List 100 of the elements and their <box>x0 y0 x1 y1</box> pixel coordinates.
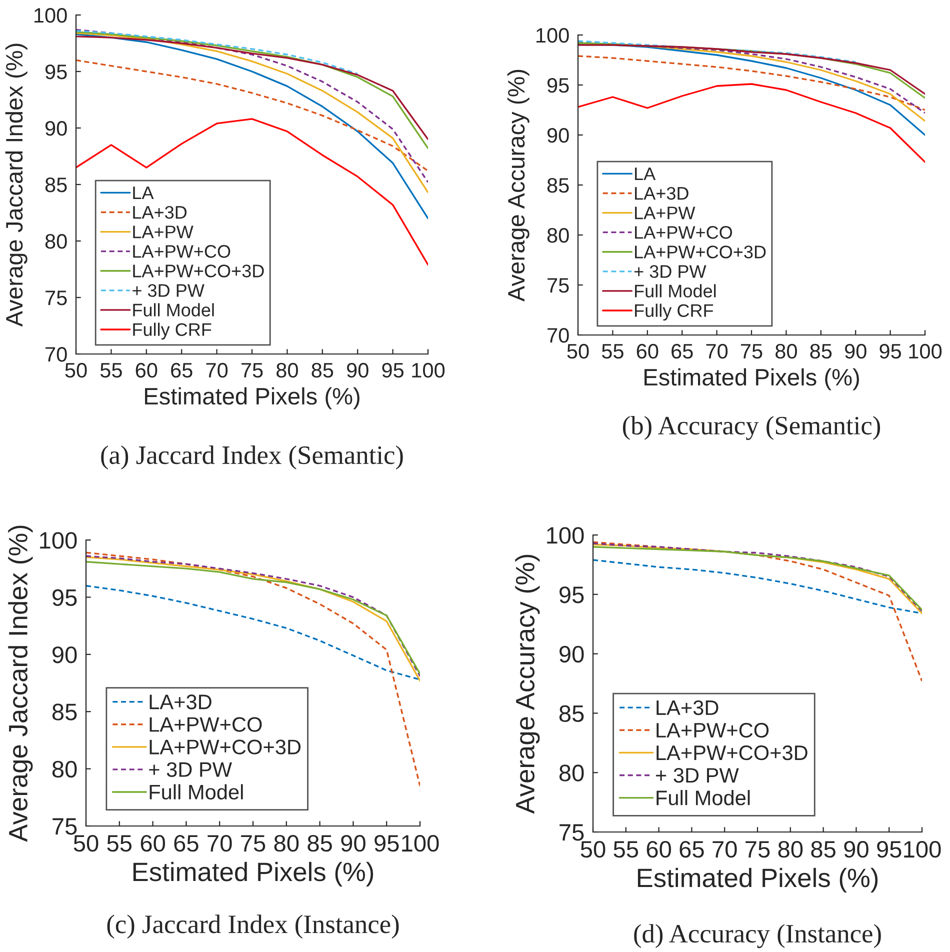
x-tick-label: 65 <box>174 834 198 852</box>
legend-label: Full Model <box>133 303 214 316</box>
x-tick-label: 85 <box>312 362 334 378</box>
legend-label: LA+PW+CO+3D <box>635 246 766 258</box>
legend-label: LA <box>635 168 656 180</box>
legend-label: LA <box>133 186 154 200</box>
y-tick-label: 85 <box>559 705 584 722</box>
legend-label: LA+PW <box>635 206 696 220</box>
y-tick-label: 75 <box>52 818 77 835</box>
x-tick-label: 90 <box>844 344 866 359</box>
y-tick-label: 95 <box>45 64 67 80</box>
x-tick-label: 95 <box>382 362 404 378</box>
legend-label: Full Model <box>635 284 716 298</box>
legend-label: + 3D PW <box>656 768 739 783</box>
legend-label: Full Model <box>150 784 243 800</box>
line-series <box>578 83 925 163</box>
legend-label: Fully CRF <box>635 304 714 321</box>
x-tick-label: 50 <box>567 344 589 359</box>
x-tick-label: 100 <box>909 344 942 359</box>
y-tick-label: 85 <box>547 178 569 193</box>
x-tick-label: 55 <box>602 344 624 359</box>
legend-label: LA+3D <box>150 694 212 710</box>
legend-label: LA+3D <box>656 700 718 716</box>
x-tick-label: 90 <box>341 834 366 852</box>
y-tick-label: 85 <box>45 178 67 192</box>
x-tick-label: 70 <box>706 344 728 359</box>
legend-label: LA+PW <box>133 226 194 238</box>
y-tick-label: 95 <box>52 589 77 606</box>
x-axis-title: Estimated Pixels (%) <box>133 862 374 886</box>
x-tick-label: 80 <box>274 834 299 852</box>
y-tick-label: 95 <box>547 78 569 93</box>
line-series <box>86 584 420 680</box>
x-tick-label: 50 <box>580 840 606 858</box>
x-tick-label: 50 <box>65 362 87 378</box>
x-tick-label: 85 <box>810 344 832 359</box>
y-tick-label: 75 <box>46 290 67 306</box>
y-tick-label: 80 <box>547 228 569 243</box>
legend-label: LA+PW+CO <box>635 226 732 239</box>
x-tick-label: 95 <box>880 344 902 359</box>
y-tick-label: 90 <box>547 128 569 143</box>
x-tick-label: 70 <box>206 362 228 378</box>
x-axis-title: Estimated Pixels (%) <box>644 368 859 390</box>
y-tick-label: 90 <box>560 646 584 663</box>
y-tick-label: 75 <box>560 824 584 841</box>
y-tick-label: 100 <box>536 28 569 43</box>
text: (b) Accuracy (Semantic) <box>622 416 880 440</box>
text: (a) Jaccard Index (Semantic) <box>101 446 403 470</box>
line-series <box>76 118 428 266</box>
x-tick-label: 55 <box>107 835 132 852</box>
x-tick-label: 65 <box>672 344 693 359</box>
legend-label: LA+PW+CO+3D <box>150 740 301 754</box>
x-tick-label: 75 <box>740 344 762 359</box>
x-tick-label: 95 <box>877 840 902 858</box>
legend-label: + 3D PW <box>634 265 706 278</box>
y-tick-label: 80 <box>559 764 584 782</box>
legend-label: LA+PW+CO <box>150 717 262 732</box>
legend-label: LA+PW+CO <box>133 245 230 258</box>
y-tick-label: 70 <box>548 328 569 343</box>
x-tick-label: 90 <box>844 840 868 858</box>
legend-label: LA+PW+CO <box>656 722 769 738</box>
text: (d) Accuracy (Instance) <box>634 924 881 948</box>
x-tick-label: 85 <box>308 834 332 852</box>
x-tick-label: 85 <box>811 840 836 858</box>
y-axis-title: Average Accuracy (%) <box>507 70 530 302</box>
line-series <box>76 30 358 75</box>
x-tick-label: 70 <box>208 834 232 852</box>
x-tick-label: 100 <box>402 834 439 852</box>
x-tick-label: 60 <box>646 840 672 858</box>
y-tick-label: 95 <box>560 586 584 604</box>
legend-label: LA+PW+CO+3D <box>133 264 264 278</box>
y-tick-label: 75 <box>548 278 569 293</box>
y-tick-label: 90 <box>52 646 77 664</box>
legend-label: Full Model <box>656 790 750 806</box>
y-tick-label: 90 <box>45 121 67 136</box>
x-tick-label: 55 <box>100 363 122 378</box>
legend-label: Fully CRF <box>133 322 212 340</box>
x-tick-label: 75 <box>746 841 770 858</box>
x-tick-label: 100 <box>904 840 941 858</box>
x-tick-label: 55 <box>614 841 638 858</box>
x-axis-title: Estimated Pixels (%) <box>145 387 360 410</box>
legend-label: LA+PW+CO+3D <box>656 745 808 760</box>
x-tick-label: 75 <box>241 363 263 378</box>
x-tick-label: 65 <box>171 362 192 378</box>
x-tick-label: 60 <box>140 834 166 852</box>
y-tick-label: 100 <box>34 8 67 23</box>
x-tick-label: 50 <box>74 834 98 852</box>
x-tick-label: 75 <box>241 835 266 852</box>
x-tick-label: 100 <box>412 362 445 378</box>
y-tick-label: 100 <box>40 532 77 549</box>
legend-label: + 3D PW <box>149 762 232 777</box>
line-series <box>578 55 925 111</box>
y-tick-label: 80 <box>45 234 67 249</box>
text: (c) Jaccard Index (Instance) <box>107 914 399 939</box>
x-tick-label: 80 <box>778 840 803 858</box>
y-axis-title: Average Accuracy (%) <box>515 554 540 814</box>
legend-label: LA+3D <box>133 206 187 219</box>
legend-label: + 3D PW <box>132 284 204 297</box>
line-series <box>76 59 428 172</box>
x-tick-label: 90 <box>346 362 368 378</box>
y-tick-label: 100 <box>547 527 584 544</box>
